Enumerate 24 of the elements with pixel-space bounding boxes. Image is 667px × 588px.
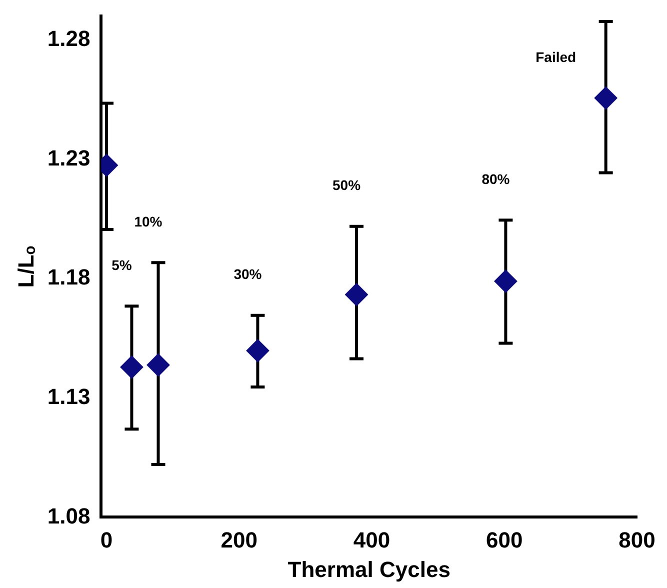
point — [246, 339, 270, 362]
point — [120, 356, 144, 379]
y-tick-label: 1.23 — [47, 145, 90, 170]
x-tick-label: 600 — [486, 527, 523, 552]
x-tick-label: 400 — [353, 527, 390, 552]
y-axis-title: L/Lₒ — [13, 246, 38, 288]
x-tick-label: 0 — [100, 527, 113, 552]
y-tick-label: 1.18 — [47, 264, 90, 290]
annotation: Failed — [536, 48, 576, 65]
annotation: 5% — [112, 256, 132, 273]
annotation: 80% — [482, 171, 510, 188]
point — [345, 283, 368, 306]
x-axis-title: Thermal Cycles — [288, 556, 450, 582]
x-tick-label: 200 — [220, 527, 258, 552]
y-tick-label: 1.28 — [47, 26, 90, 52]
annotation: 50% — [332, 177, 362, 194]
annotation: 30% — [234, 266, 262, 282]
y-tick-label: 1.08 — [47, 503, 90, 528]
point — [594, 86, 618, 110]
point — [494, 270, 518, 293]
x-tick-label: 800 — [618, 527, 656, 552]
y-tick-label: 1.13 — [47, 384, 90, 409]
point — [146, 353, 170, 376]
annotation: 10% — [134, 214, 163, 230]
